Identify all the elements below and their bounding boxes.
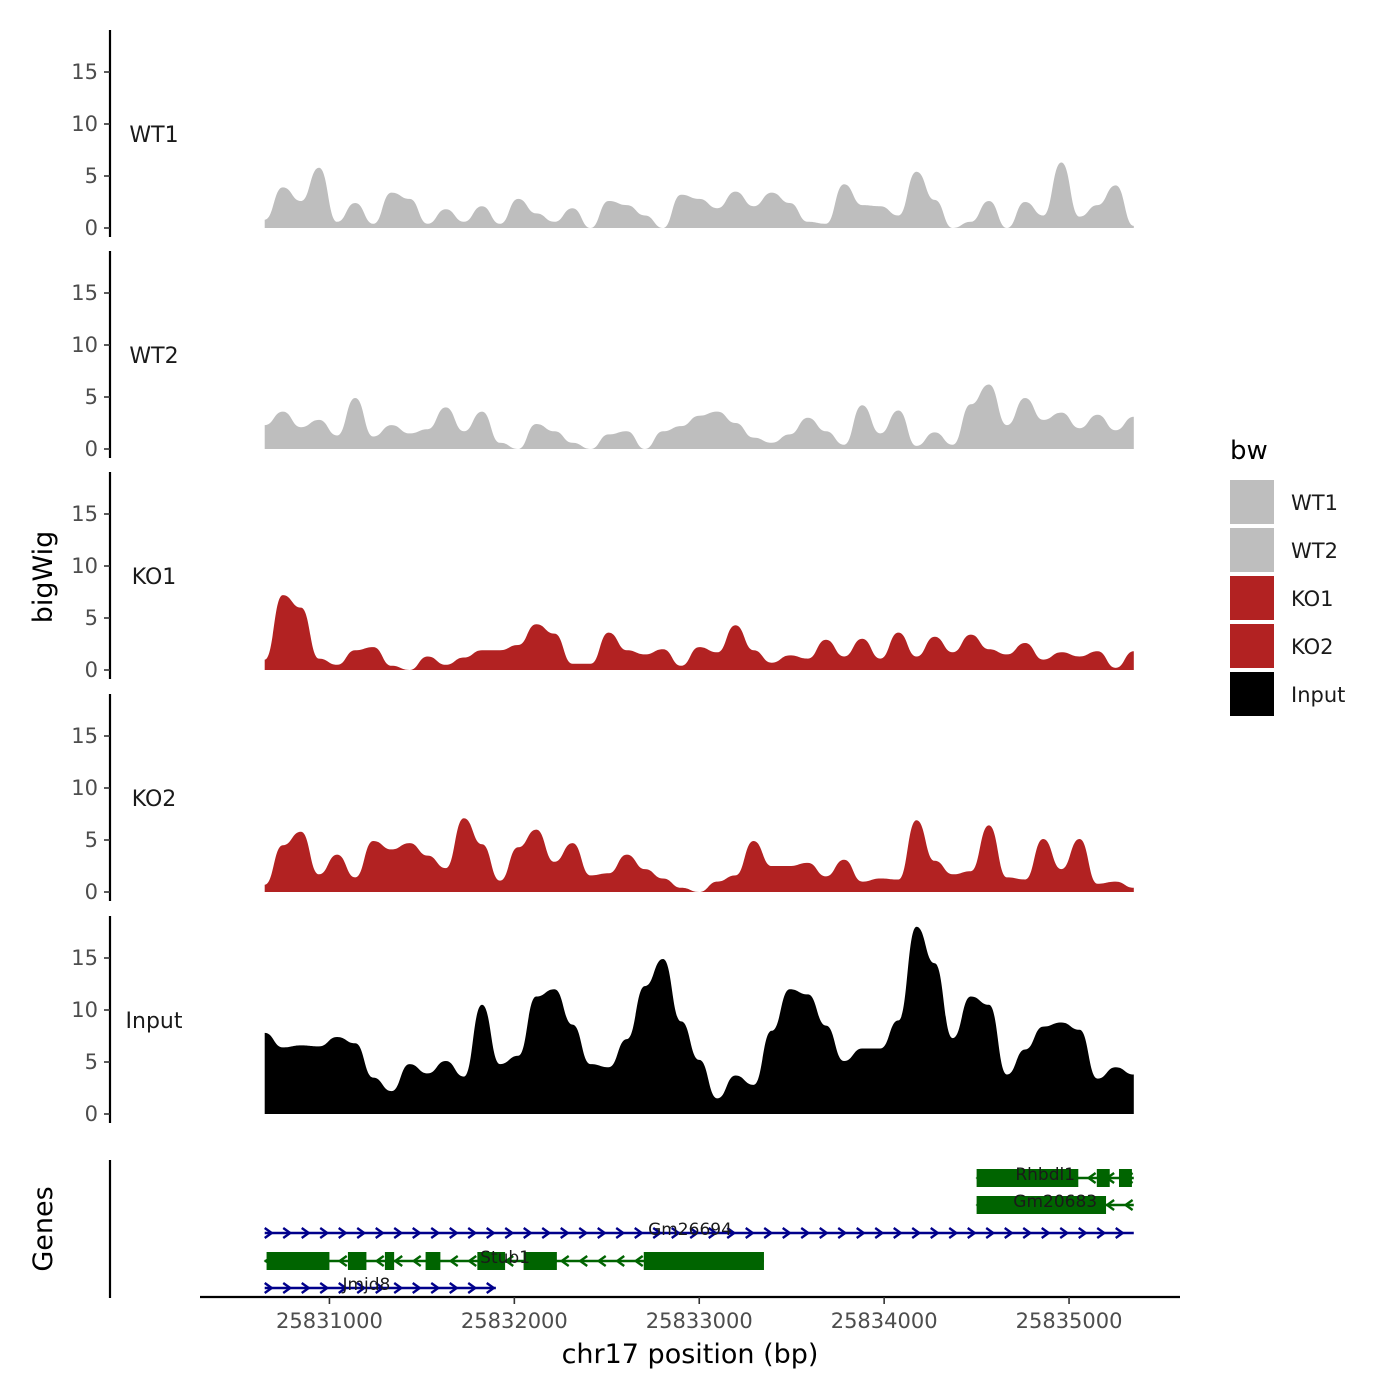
y-tick-label: 0 <box>85 658 98 682</box>
exon-block <box>643 1252 764 1270</box>
y-tick-label: 5 <box>85 606 98 630</box>
track-wt1: 0 5 10 15 WT1 <box>71 30 1134 240</box>
exon-block <box>266 1252 330 1270</box>
strand-arrows <box>264 1227 1125 1239</box>
gene-rhbdl1: Rhbdl1 <box>975 1165 1134 1187</box>
y-tick-label: 10 <box>71 776 98 800</box>
gene-label-jmjd8: Jmjd8 <box>341 1275 390 1295</box>
y-tick-label: 10 <box>71 554 98 578</box>
legend-key-wt1 <box>1230 480 1274 524</box>
bigwig-tracks: 0 5 10 15 WT1 0 5 10 15 WT2 0 5 10 15 KO1 0 5 10 15 KO2 0 5 10… <box>71 30 1134 1126</box>
exon-block <box>347 1252 367 1270</box>
gene-label-gm20683: Gm20683 <box>1013 1192 1097 1212</box>
gene-stub1: Stub1 <box>263 1248 764 1270</box>
track-wt2: 0 5 10 15 WT2 <box>71 251 1134 461</box>
track-label-wt2: WT2 <box>129 344 178 369</box>
track-input: 0 5 10 15 Input <box>71 916 1134 1126</box>
y-tick-label: 15 <box>71 946 98 970</box>
exon-block <box>976 1196 1107 1214</box>
y-tick-label: 10 <box>71 998 98 1022</box>
y-tick-label: 15 <box>71 724 98 748</box>
legend-label-input: Input <box>1291 683 1345 707</box>
exon-block <box>1118 1169 1132 1187</box>
y-tick-label: 5 <box>85 1050 98 1074</box>
track-ko2: 0 5 10 15 KO2 <box>71 694 1134 904</box>
legend-key-input <box>1230 672 1274 716</box>
exon-block <box>976 1169 1079 1187</box>
legend-label-ko2: KO2 <box>1291 635 1334 659</box>
x-tick-label: 25831000 <box>276 1309 383 1333</box>
y-tick-label: 10 <box>71 333 98 357</box>
y-tick-label: 0 <box>85 880 98 904</box>
exon-block <box>523 1252 557 1270</box>
y-axis-title: bigWig <box>28 531 59 624</box>
gene-label-gm26694: Gm26694 <box>648 1220 732 1240</box>
y-tick-label: 0 <box>85 1102 98 1126</box>
y-tick-label: 10 <box>71 112 98 136</box>
gene-track: Rhbdl1 Gm20683 Gm26694 Stub1 Jmjd8 <box>108 1160 1134 1298</box>
x-axis-title: chr17 position (bp) <box>562 1339 819 1370</box>
legend-label-wt1: WT1 <box>1291 491 1338 515</box>
legend-label-ko1: KO1 <box>1291 587 1334 611</box>
coverage-area-ko2 <box>264 818 1134 892</box>
legend-label-wt2: WT2 <box>1291 539 1338 563</box>
x-tick-label: 25832000 <box>461 1309 568 1333</box>
coverage-area-ko1 <box>264 595 1134 670</box>
strand-arrows <box>264 1282 496 1294</box>
y-tick-label: 15 <box>71 281 98 305</box>
track-label-ko1: KO1 <box>132 565 177 590</box>
legend-key-ko2 <box>1230 624 1274 668</box>
x-tick-label: 25834000 <box>831 1309 938 1333</box>
track-label-input: Input <box>126 1009 183 1034</box>
y-tick-label: 0 <box>85 216 98 240</box>
track-ko1: 0 5 10 15 KO1 <box>71 472 1134 682</box>
exon-block <box>425 1252 441 1270</box>
gene-label-stub1: Stub1 <box>480 1248 530 1268</box>
y-tick-label: 5 <box>85 164 98 188</box>
legend-title: bw <box>1230 436 1268 466</box>
track-label-ko2: KO2 <box>132 787 177 812</box>
legend: bw WT1 WT2 KO1 KO2 Input <box>1230 436 1345 716</box>
y-tick-label: 5 <box>85 385 98 409</box>
gene-gm26694: Gm26694 <box>264 1220 1134 1240</box>
gene-jmjd8: Jmjd8 <box>264 1275 496 1295</box>
coverage-area-wt1 <box>264 162 1134 228</box>
exon-block <box>477 1252 506 1270</box>
coverage-area-wt2 <box>264 384 1134 449</box>
legend-key-wt2 <box>1230 528 1274 572</box>
exon-block <box>1096 1169 1110 1187</box>
y-tick-label: 0 <box>85 437 98 461</box>
gene-gm20683: Gm20683 <box>975 1192 1134 1214</box>
y-tick-label: 15 <box>71 60 98 84</box>
y-tick-label: 5 <box>85 828 98 852</box>
track-label-wt1: WT1 <box>129 123 178 148</box>
coverage-area-input <box>264 926 1134 1114</box>
x-tick-label: 25833000 <box>646 1309 753 1333</box>
genes-axis-title: Genes <box>28 1186 59 1271</box>
x-tick-label: 25835000 <box>1016 1309 1123 1333</box>
legend-key-ko1 <box>1230 576 1274 620</box>
x-axis: 25831000 25832000 25833000 25834000 25835000 <box>200 1295 1180 1333</box>
exon-block <box>384 1252 395 1270</box>
gene-label-rhbdl1: Rhbdl1 <box>1015 1165 1075 1185</box>
y-tick-label: 15 <box>71 502 98 526</box>
